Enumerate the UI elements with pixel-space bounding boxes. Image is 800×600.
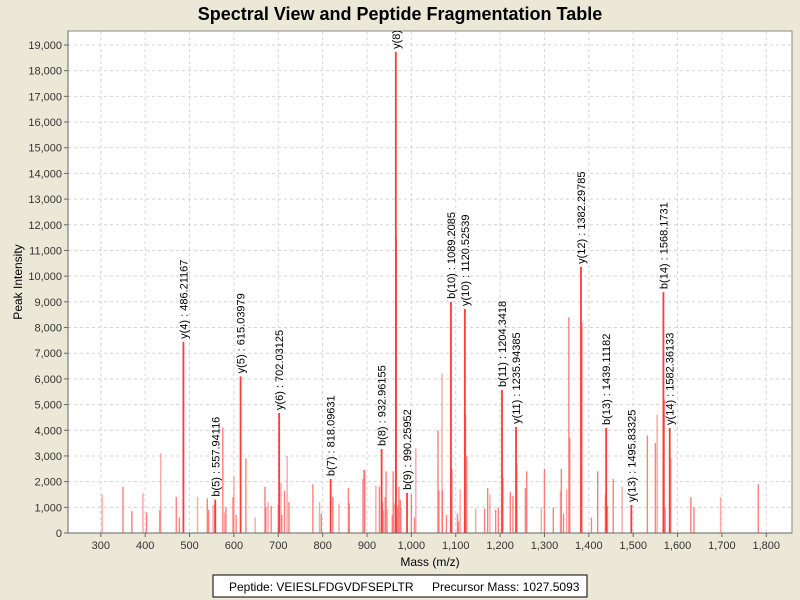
peak-label: b(11) : 1204.3418 [497, 301, 509, 387]
x-tick-label: 900 [358, 540, 376, 552]
y-tick-label: 6,000 [34, 374, 62, 386]
y-tick-label: 10,000 [28, 271, 62, 283]
x-axis-label: Mass (m/z) [400, 555, 459, 569]
peak-label: b(7) : 818.09631 [326, 395, 338, 476]
peak-label: y(10) : 1120.52539 [460, 215, 472, 307]
y-tick-label: 8,000 [34, 323, 62, 335]
y-tick-label: 11,000 [29, 245, 62, 257]
y-tick-label: 16,000 [28, 117, 62, 129]
legend-box [212, 574, 588, 598]
peak-label: y(6) : 702.03125 [274, 330, 286, 410]
peak-label: y(12) : 1382.29785 [576, 172, 588, 264]
x-tick-label: 1,700 [708, 540, 736, 552]
legend-precursor-mass: Precursor Mass: 1027.5093 [432, 580, 580, 594]
peak-label: b(8) : 932.96155 [377, 365, 389, 446]
peak-label: b(5) : 557.94116 [210, 417, 222, 497]
peak-label: y(13) : 1495.83325 [626, 410, 638, 502]
peak-label: b(9) : 990.25952 [402, 409, 414, 490]
peak-label: y(14) : 1582.36133 [665, 333, 677, 425]
x-tick-label: 1,500 [619, 540, 647, 552]
peak-label: y(5) : 615.03979 [236, 293, 248, 373]
y-tick-label: 13,000 [28, 194, 62, 206]
x-tick-label: 1,400 [575, 540, 603, 552]
peak-labels: y(4) : 486.21167 b(5) : 557.94116 y(5) : 6… [178, 24, 677, 502]
x-tick-label: 1,100 [442, 540, 470, 552]
y-tick-label: 17,000 [28, 91, 62, 103]
x-tick-label: 300 [92, 540, 110, 552]
x-tick-label: 800 [313, 540, 331, 552]
axes: 300 400 500 600 700 800 900 1,000 1,100 1,200 1,30… [28, 31, 792, 552]
grid-lines [68, 31, 792, 534]
peak-label: b(10) : 1089.2085 [446, 212, 458, 299]
y-tick-label: 14,000 [28, 168, 62, 180]
x-tick-label: 1,000 [398, 540, 426, 552]
chart-title: Spectral View and Peptide Fragmentation … [198, 4, 602, 24]
peaks [101, 51, 759, 533]
y-tick-label: 3,000 [34, 451, 62, 463]
y-tick-label: 12,000 [28, 220, 62, 232]
x-tick-label: 500 [180, 540, 198, 552]
peak-label: y(11) : 1235.94385 [511, 332, 523, 424]
y-axis-label: Peak Intensity [11, 244, 25, 319]
y-tick-label: 0 [56, 528, 62, 540]
plot-area [67, 30, 793, 534]
y-tick-label: 9,000 [34, 297, 62, 309]
legend-peptide: Peptide: VEIESLFDGVDFSEPLTR [229, 580, 414, 594]
y-tick-label: 4,000 [34, 425, 62, 437]
y-tick-label: 7,000 [34, 348, 62, 360]
y-tick-label: 2,000 [34, 477, 62, 489]
peak-label: y(4) : 486.21167 [178, 260, 190, 339]
peak-label: y(8) : [391, 24, 403, 49]
y-tick-label: 18,000 [28, 66, 62, 78]
x-tick-label: 600 [225, 540, 243, 552]
y-tick-label: 5,000 [34, 400, 62, 412]
y-tick-label: 15,000 [28, 143, 62, 155]
x-tick-label: 1,200 [486, 540, 514, 552]
x-tick-label: 1,300 [531, 540, 559, 552]
peak-label: b(14) : 1568.1731 [658, 202, 670, 289]
x-tick-label: 700 [269, 540, 287, 552]
y-tick-label: 1,000 [34, 502, 62, 514]
legend: Peptide: VEIESLFDGVDFSEPLTR Precursor Ma… [212, 574, 588, 598]
peak-label: b(13) : 1439.11182 [601, 334, 613, 425]
x-tick-label: 1,800 [753, 540, 781, 552]
y-tick-label: 19,000 [28, 40, 62, 52]
x-tick-label: 1,600 [664, 540, 692, 552]
x-tick-label: 400 [136, 540, 154, 552]
